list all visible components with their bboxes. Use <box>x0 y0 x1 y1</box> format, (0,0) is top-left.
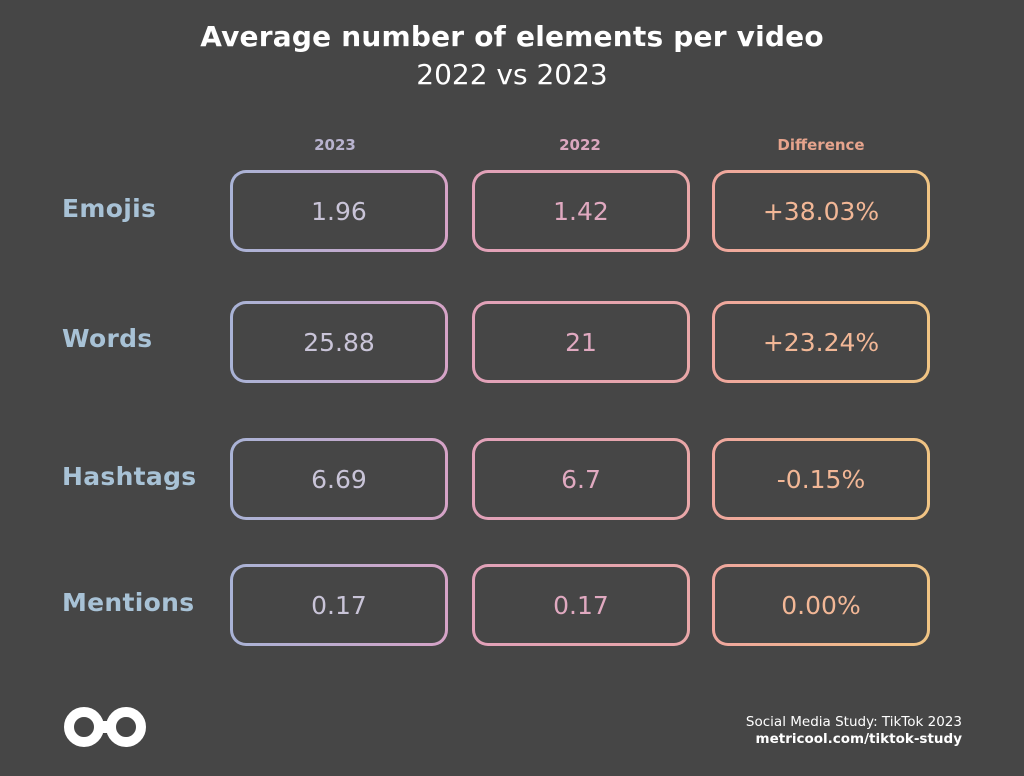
cell-hashtags-2023: 6.69 <box>230 438 448 520</box>
row-label-hashtags: Hashtags <box>62 462 197 491</box>
column-header-2022: 2022 <box>559 136 601 154</box>
cell-emojis-difference: +38.03% <box>712 170 930 252</box>
cell-words-2022: 21 <box>472 301 690 383</box>
chart-subtitle: 2022 vs 2023 <box>416 58 608 91</box>
footer-source: Social Media Study: TikTok 2023 <box>745 714 962 730</box>
row-label-emojis: Emojis <box>62 194 157 223</box>
column-header-difference: Difference <box>777 136 865 154</box>
column-header-2023: 2023 <box>314 136 356 154</box>
cell-mentions-difference: 0.00% <box>712 564 930 646</box>
cell-emojis-2022: 1.42 <box>472 170 690 252</box>
cell-emojis-2023: 1.96 <box>230 170 448 252</box>
cell-words-difference: +23.24% <box>712 301 930 383</box>
cell-words-2023: 25.88 <box>230 301 448 383</box>
row-label-words: Words <box>62 324 153 353</box>
cell-mentions-2023: 0.17 <box>230 564 448 646</box>
cell-mentions-2022: 0.17 <box>472 564 690 646</box>
footer-url: metricool.com/tiktok-study <box>755 731 962 747</box>
chart-title: Average number of elements per video <box>200 20 824 53</box>
metricool-logo-icon <box>64 707 146 747</box>
row-label-mentions: Mentions <box>62 588 195 617</box>
cell-hashtags-2022: 6.7 <box>472 438 690 520</box>
cell-hashtags-difference: -0.15% <box>712 438 930 520</box>
